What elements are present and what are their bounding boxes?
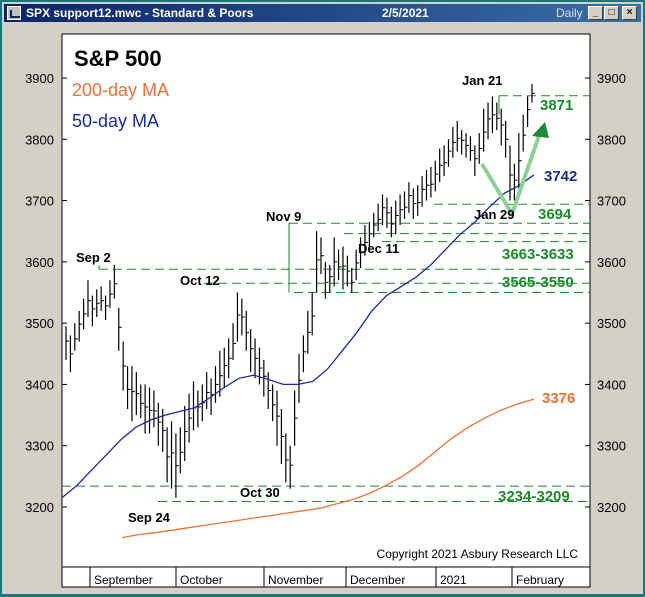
y-axis: 3200 3200 3300 3300 3400 3400 3500 3500 3600 3600… (25, 71, 626, 515)
rebound-arrow-head (532, 122, 549, 138)
level-label: 3565-3550 (502, 274, 574, 291)
level-label: 3871 (540, 97, 573, 114)
ma50-line (61, 174, 535, 499)
level-lines (62, 95, 590, 502)
date-annotation: Nov 9 (266, 209, 301, 224)
date-annotation: Jan 29 (474, 207, 514, 222)
y-tick-label-right: 3700 (597, 194, 626, 209)
level-labels: 3871 3694 3663-3633 3565-3550 3234-3209 3742 3… (498, 97, 577, 505)
legend-50-day: 50-day MA (72, 111, 159, 131)
date-annotation: Sep 24 (128, 510, 171, 525)
y-tick-label-left: 3700 (25, 194, 54, 209)
rebound-arrow (480, 126, 544, 219)
date-annotation: Dec 11 (358, 241, 399, 256)
date-annotation: Oct 12 (180, 273, 220, 288)
month-label: December (350, 573, 405, 587)
plot-background (61, 33, 591, 588)
title-bar: SPX support12.mwc - Standard & Poors 2/5… (4, 4, 641, 22)
chart-title: S&P 500 (74, 46, 162, 71)
price-bars (65, 84, 535, 498)
y-tick-label-right: 3200 (597, 500, 626, 515)
ma-value-label: 3742 (544, 168, 577, 185)
copyright-note: Copyright 2021 Asbury Research LLC (377, 547, 579, 561)
maximize-button[interactable]: □ (604, 6, 619, 20)
ma200-line (121, 398, 535, 539)
y-tick-label-left: 3500 (25, 316, 54, 331)
y-tick-label-right: 3600 (597, 255, 626, 270)
date-annotation: Sep 2 (76, 250, 111, 265)
y-tick-label-right: 3400 (597, 377, 626, 392)
y-tick-label-right: 3900 (597, 71, 626, 86)
y-tick-label-left: 3900 (25, 71, 54, 86)
month-label: September (94, 573, 153, 587)
month-label: 2021 (440, 573, 467, 587)
date-annotation: Oct 30 (240, 485, 280, 500)
date-annotations: Sep 2 Oct 12 Nov 9 Dec 11 Jan 21 Jan 29 Sep 24… (76, 73, 514, 525)
y-tick-label-left: 3400 (25, 377, 54, 392)
window-title: SPX support12.mwc - Standard & Poors (26, 6, 254, 20)
window-date: 2/5/2021 (382, 6, 429, 20)
minimize-button[interactable]: _ (588, 6, 603, 20)
period-label[interactable]: Daily (556, 6, 583, 20)
y-tick-label-right: 3500 (597, 316, 626, 331)
level-label: 3663-3633 (502, 246, 574, 263)
date-annotation: Jan 21 (462, 73, 502, 88)
chart-area: 3200 3200 3300 3300 3400 3400 3500 3500 3600 3600… (4, 24, 641, 592)
price-chart: 3200 3200 3300 3300 3400 3400 3500 3500 3600 3600… (25, 33, 626, 588)
y-tick-label-left: 3600 (25, 255, 54, 270)
chart-app-icon[interactable] (7, 6, 21, 20)
y-tick-label-right: 3800 (597, 132, 626, 147)
legend-200-day: 200-day MA (72, 80, 169, 100)
month-label: February (516, 573, 564, 587)
y-tick-label-right: 3300 (597, 439, 626, 454)
y-tick-label-left: 3300 (25, 439, 54, 454)
y-tick-label-left: 3200 (25, 500, 54, 515)
x-axis: September October November December 2021 Febr… (62, 566, 590, 587)
month-label: October (180, 573, 223, 587)
level-label: 3694 (538, 206, 572, 223)
level-label: 3234-3209 (498, 488, 570, 505)
close-button[interactable]: × (622, 6, 637, 20)
ma-value-label: 3376 (542, 390, 575, 407)
y-tick-label-left: 3800 (25, 132, 54, 147)
month-label: November (268, 573, 323, 587)
